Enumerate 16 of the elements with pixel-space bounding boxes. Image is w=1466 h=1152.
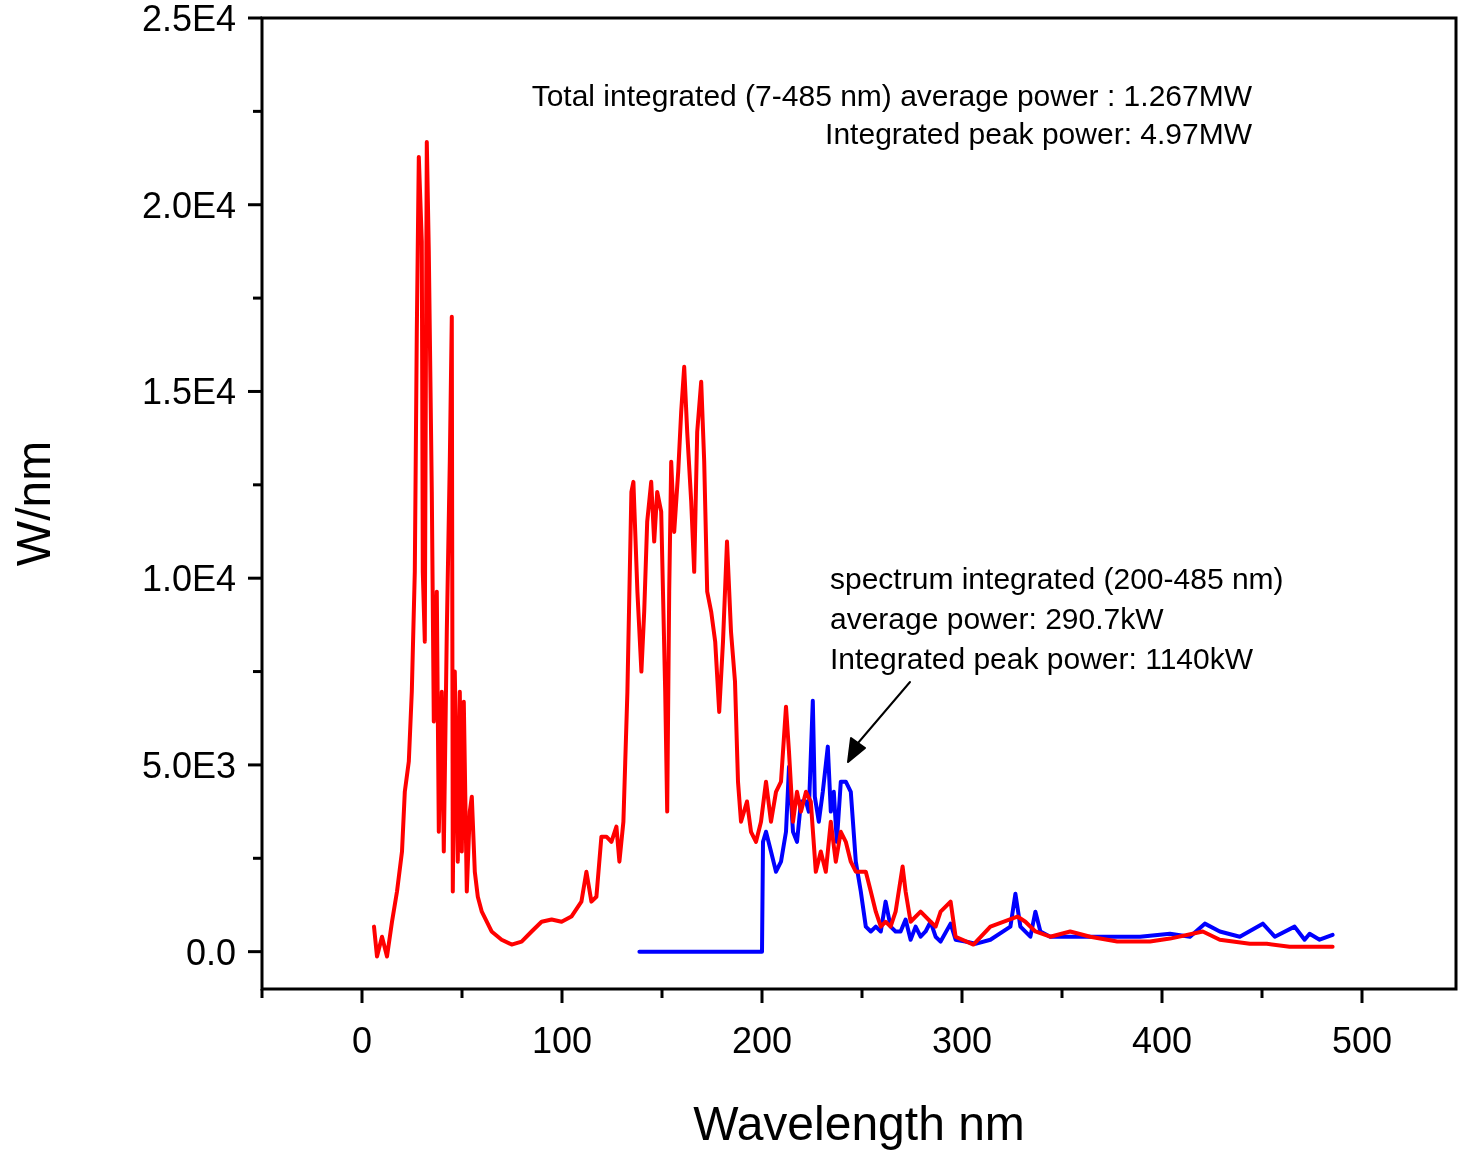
x-tick-label: 100 [531,1020,593,1061]
x-tick-label: 0 [351,1020,373,1061]
y-tick-label: 1.5E4 [141,371,236,413]
y-tick-label: 5.0E3 [141,744,236,786]
x-tick-label: 200 [731,1020,793,1061]
y-axis-title: W/nm [7,440,60,567]
x-tick-label: 400 [1131,1020,1193,1061]
y-tick-label: 0.0 [185,931,236,973]
y-tick-label: 2.0E4 [141,184,236,226]
y-tick-label: 1.0E4 [141,558,236,600]
annotation: Total integrated (7-485 nm) average power : 1.267MW Integrated peak power: 4.97MW [531,79,1253,150]
x-tick-label: 500 [1331,1020,1393,1061]
annotation: spectrum integrated (200-485 nm) average power: 290.7kW Integrated peak power: 1140kW [830,562,1284,675]
y-tick-label: 2.5E4 [141,0,236,39]
x-tick-label: 300 [931,1020,993,1061]
x-axis-title: Wavelength nm [693,1097,1025,1150]
